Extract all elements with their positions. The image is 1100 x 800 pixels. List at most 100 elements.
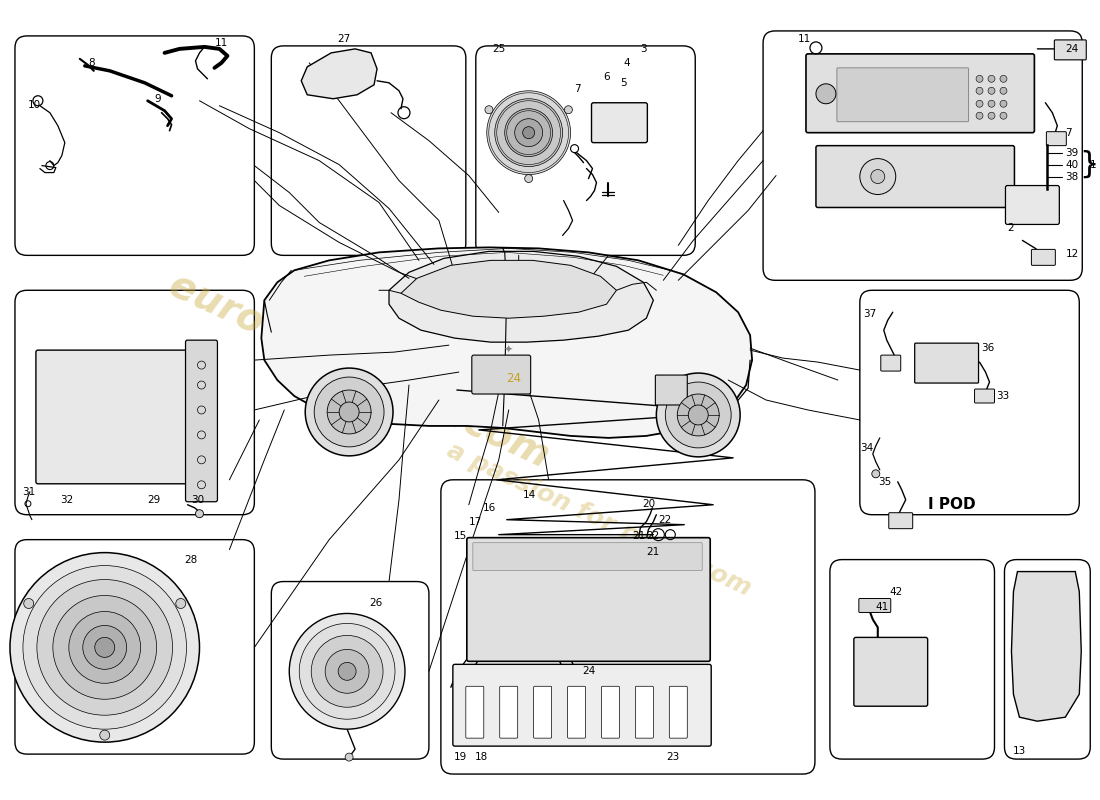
Circle shape (1000, 112, 1006, 119)
Text: 38: 38 (1065, 171, 1079, 182)
Circle shape (525, 174, 532, 182)
FancyBboxPatch shape (1005, 186, 1059, 225)
FancyBboxPatch shape (568, 686, 585, 738)
FancyBboxPatch shape (592, 102, 648, 142)
Circle shape (10, 553, 199, 742)
Circle shape (976, 87, 983, 94)
Text: ✦: ✦ (504, 345, 514, 355)
FancyBboxPatch shape (186, 340, 218, 502)
Text: 26: 26 (370, 598, 383, 609)
FancyBboxPatch shape (1032, 250, 1055, 266)
FancyBboxPatch shape (465, 686, 484, 738)
Circle shape (37, 579, 173, 715)
FancyBboxPatch shape (889, 513, 913, 529)
Circle shape (522, 126, 535, 138)
FancyBboxPatch shape (473, 542, 702, 570)
Text: 11: 11 (798, 34, 811, 44)
Circle shape (988, 112, 996, 119)
Text: 41: 41 (876, 602, 889, 613)
Text: 9: 9 (155, 94, 162, 104)
Circle shape (988, 75, 996, 82)
Circle shape (339, 402, 359, 422)
Text: 36: 36 (981, 343, 994, 353)
Circle shape (860, 158, 895, 194)
FancyBboxPatch shape (975, 389, 994, 403)
Circle shape (24, 598, 34, 609)
Text: 16: 16 (483, 502, 496, 513)
FancyBboxPatch shape (860, 290, 1079, 514)
Text: 1: 1 (1090, 159, 1097, 170)
Text: 10: 10 (28, 100, 41, 110)
Text: 40: 40 (1065, 159, 1078, 170)
Text: 19: 19 (454, 752, 467, 762)
Circle shape (988, 100, 996, 107)
FancyBboxPatch shape (1046, 132, 1066, 146)
Circle shape (82, 626, 126, 670)
Circle shape (100, 730, 110, 740)
Text: 24: 24 (583, 666, 596, 676)
Text: 3: 3 (640, 44, 647, 54)
Circle shape (338, 662, 356, 680)
Circle shape (69, 611, 141, 683)
Circle shape (678, 394, 719, 436)
FancyBboxPatch shape (466, 538, 711, 662)
Text: 7: 7 (574, 84, 581, 94)
FancyBboxPatch shape (669, 686, 688, 738)
Circle shape (305, 368, 393, 456)
Text: 11: 11 (214, 38, 228, 48)
Circle shape (976, 100, 983, 107)
Text: 17: 17 (469, 517, 482, 526)
FancyBboxPatch shape (534, 686, 551, 738)
Circle shape (1000, 100, 1006, 107)
Text: }: } (1079, 150, 1099, 179)
Circle shape (988, 87, 996, 94)
Text: 5: 5 (620, 78, 627, 88)
Text: 4: 4 (624, 58, 630, 68)
Text: 23: 23 (667, 752, 680, 762)
Polygon shape (389, 251, 653, 342)
Text: 31: 31 (22, 486, 35, 497)
Polygon shape (301, 49, 377, 98)
Circle shape (495, 98, 562, 166)
Circle shape (1000, 87, 1006, 94)
Text: 15: 15 (454, 530, 467, 541)
Text: 22: 22 (658, 514, 672, 525)
Circle shape (487, 90, 571, 174)
FancyBboxPatch shape (272, 582, 429, 759)
Circle shape (196, 510, 204, 518)
Text: 8: 8 (88, 58, 95, 68)
Circle shape (666, 382, 732, 448)
Circle shape (816, 84, 836, 104)
Circle shape (327, 390, 371, 434)
Text: euro car parts.com: euro car parts.com (163, 265, 556, 475)
Text: 2: 2 (1008, 223, 1014, 234)
FancyBboxPatch shape (816, 146, 1014, 207)
FancyBboxPatch shape (36, 350, 187, 484)
FancyBboxPatch shape (272, 46, 465, 255)
Text: 33: 33 (997, 391, 1010, 401)
Text: 25: 25 (492, 44, 505, 54)
Text: 27: 27 (338, 34, 351, 44)
FancyBboxPatch shape (1054, 40, 1087, 60)
Text: 21: 21 (632, 530, 646, 541)
Text: 6: 6 (604, 72, 611, 82)
Circle shape (95, 638, 114, 658)
Circle shape (976, 112, 983, 119)
FancyBboxPatch shape (472, 355, 530, 394)
Circle shape (311, 635, 383, 707)
Circle shape (1000, 75, 1006, 82)
Text: 29: 29 (147, 494, 161, 505)
Text: 35: 35 (878, 477, 891, 486)
Text: 21: 21 (647, 546, 660, 557)
FancyBboxPatch shape (859, 598, 891, 613)
Text: 34: 34 (860, 443, 873, 453)
Circle shape (689, 405, 708, 425)
Text: 39: 39 (1065, 148, 1079, 158)
Text: 18: 18 (475, 752, 488, 762)
FancyBboxPatch shape (499, 686, 518, 738)
Text: 14: 14 (522, 490, 536, 500)
Text: 20: 20 (642, 498, 656, 509)
Circle shape (564, 106, 572, 114)
FancyBboxPatch shape (854, 638, 927, 706)
Text: 24: 24 (506, 371, 520, 385)
